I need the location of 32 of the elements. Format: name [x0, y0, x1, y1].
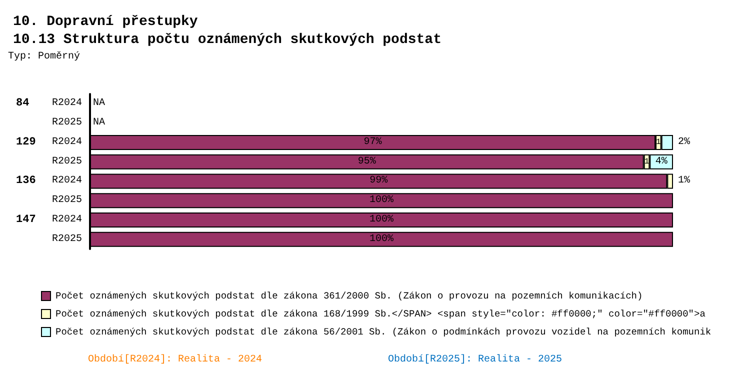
data-label: 100%	[369, 214, 394, 226]
data-label: 100%	[369, 195, 394, 206]
text: Období[R2025]: Realita - 2025	[388, 354, 562, 366]
y-tick-label: R2024	[52, 136, 82, 148]
text: NA	[93, 118, 106, 129]
legend-label: Počet oznámených skutkových podstat dle zákona 168/1999 Sb.</SPAN> <span style="color: #ff0000;" color="#ff0000">a	[56, 308, 706, 320]
data-label: 2%	[678, 136, 690, 148]
text: 129	[16, 136, 36, 148]
data-label: 99%	[370, 176, 388, 187]
chart-title: 10. Dopravní přestupky	[13, 14, 198, 30]
text: 84	[16, 98, 30, 110]
y-tick-label: R2025	[52, 195, 82, 206]
data-label: 4%	[655, 156, 668, 168]
text: Období[R2024]: Realita - 2024	[88, 354, 262, 366]
data-label: 1%	[678, 176, 690, 187]
data-label: 95%	[358, 156, 376, 168]
legend-label: Počet oznámených skutkových podstat dle zákona 56/2001 Sb. (Zákon o podmínkách provozu vozidel na pozemních komunik	[56, 326, 712, 338]
text: 136	[16, 175, 36, 188]
y-tick-label: R2024	[52, 98, 82, 110]
y-tick-label: R2025	[52, 234, 82, 245]
chart-subtitle: 10.13 Struktura počtu oznámených skutkových podstat	[13, 32, 442, 48]
text: Typ: Poměrný	[8, 50, 80, 62]
y-tick-label: R2025	[52, 118, 82, 129]
y-tick-label: R2025	[52, 156, 82, 168]
text: 147	[16, 214, 36, 226]
data-label: 1	[656, 138, 662, 147]
data-label: 100%	[369, 234, 394, 245]
data-label: 97%	[364, 136, 382, 148]
legend-label: Počet oznámených skutkových podstat dle zákona 361/2000 Sb. (Zákon o provozu na pozemních komunikacích)	[56, 290, 643, 302]
y-tick-label: R2024	[52, 176, 82, 187]
text: NA	[93, 98, 106, 110]
y-tick-label: R2024	[52, 214, 82, 226]
